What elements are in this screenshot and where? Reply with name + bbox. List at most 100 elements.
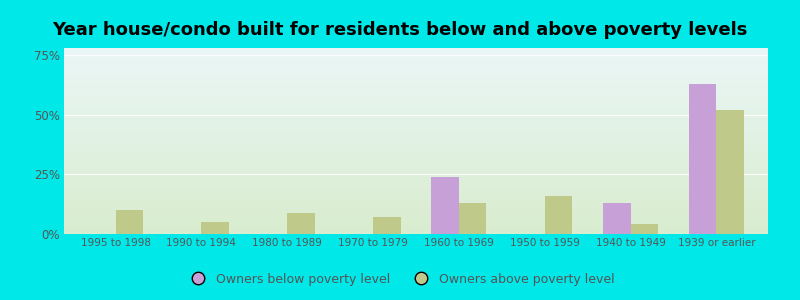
Bar: [64, 78, 768, 79]
Bar: [64, 80, 768, 82]
Bar: [64, 182, 768, 183]
Bar: [64, 93, 768, 94]
Bar: [64, 127, 768, 128]
Bar: [64, 113, 768, 114]
Bar: [64, 223, 768, 224]
Bar: [64, 198, 768, 199]
Bar: [64, 99, 768, 100]
Bar: [64, 65, 768, 66]
Bar: [64, 199, 768, 200]
Bar: [64, 181, 768, 182]
Bar: [287, 212, 314, 234]
Bar: [64, 177, 768, 178]
Bar: [64, 122, 768, 123]
Bar: [64, 204, 768, 205]
Bar: [64, 130, 768, 131]
Bar: [64, 97, 768, 98]
Bar: [64, 192, 768, 193]
Bar: [64, 86, 768, 87]
Bar: [64, 197, 768, 198]
Bar: [603, 203, 630, 234]
Bar: [64, 52, 768, 53]
Bar: [64, 221, 768, 222]
Bar: [64, 120, 768, 121]
Bar: [64, 64, 768, 65]
Bar: [64, 202, 768, 203]
Bar: [64, 233, 768, 234]
Bar: [64, 210, 768, 211]
Bar: [64, 143, 768, 144]
Bar: [64, 106, 768, 107]
Bar: [64, 165, 768, 166]
Bar: [64, 205, 768, 206]
Bar: [64, 224, 768, 225]
Bar: [64, 110, 768, 111]
Bar: [64, 150, 768, 151]
Bar: [64, 226, 768, 227]
Bar: [64, 206, 768, 207]
Bar: [64, 179, 768, 180]
Bar: [64, 55, 768, 56]
Bar: [64, 161, 768, 162]
Bar: [64, 191, 768, 192]
Bar: [64, 103, 768, 104]
Bar: [64, 98, 768, 99]
Bar: [202, 222, 229, 234]
Bar: [64, 91, 768, 92]
Bar: [64, 74, 768, 75]
Bar: [64, 129, 768, 130]
Bar: [64, 157, 768, 158]
Bar: [64, 167, 768, 168]
Bar: [64, 230, 768, 231]
Bar: [64, 56, 768, 57]
Bar: [431, 177, 459, 234]
Bar: [64, 200, 768, 202]
Bar: [64, 118, 768, 119]
Bar: [64, 180, 768, 181]
Bar: [373, 217, 401, 234]
Bar: [64, 61, 768, 62]
Bar: [64, 146, 768, 147]
Bar: [64, 144, 768, 145]
Bar: [545, 196, 572, 234]
Bar: [64, 58, 768, 59]
Bar: [64, 195, 768, 196]
Bar: [64, 69, 768, 70]
Bar: [64, 121, 768, 122]
Bar: [64, 152, 768, 153]
Bar: [64, 214, 768, 215]
Bar: [64, 184, 768, 185]
Bar: [64, 209, 768, 210]
Bar: [64, 217, 768, 218]
Bar: [64, 193, 768, 194]
Bar: [64, 107, 768, 108]
Bar: [64, 116, 768, 117]
Bar: [64, 169, 768, 170]
Bar: [64, 137, 768, 138]
Bar: [64, 100, 768, 101]
Bar: [64, 77, 768, 78]
Bar: [64, 132, 768, 133]
Bar: [64, 155, 768, 156]
Legend: Owners below poverty level, Owners above poverty level: Owners below poverty level, Owners above…: [181, 268, 619, 291]
Bar: [64, 60, 768, 61]
Bar: [64, 92, 768, 93]
Bar: [64, 50, 768, 51]
Bar: [64, 172, 768, 173]
Bar: [64, 83, 768, 84]
Bar: [64, 119, 768, 120]
Bar: [64, 71, 768, 72]
Bar: [64, 85, 768, 86]
Bar: [64, 111, 768, 112]
Bar: [64, 153, 768, 154]
Bar: [64, 194, 768, 195]
Bar: [64, 142, 768, 143]
Bar: [64, 164, 768, 165]
Bar: [64, 49, 768, 50]
Bar: [64, 84, 768, 85]
Bar: [64, 232, 768, 233]
Bar: [64, 159, 768, 160]
Bar: [459, 203, 486, 234]
Bar: [64, 219, 768, 220]
Bar: [64, 190, 768, 191]
